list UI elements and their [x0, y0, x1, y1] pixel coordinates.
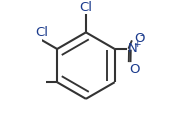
Text: Cl: Cl: [79, 0, 92, 14]
Text: -: -: [139, 30, 143, 40]
Text: O: O: [130, 63, 140, 76]
Text: +: +: [133, 40, 140, 49]
Text: Cl: Cl: [35, 26, 48, 39]
Text: N: N: [128, 42, 137, 56]
Text: O: O: [135, 32, 145, 45]
